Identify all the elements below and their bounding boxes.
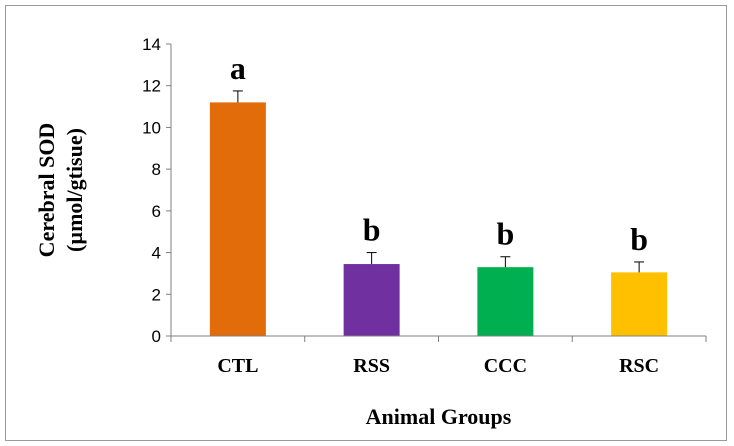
x-axis-title: Animal Groups [366,404,512,429]
y-tick-label: 8 [152,160,161,179]
significance-label-ccc: b [496,216,514,252]
bar-ctl [209,102,266,337]
significance-label-ctl: a [230,50,246,86]
bar-rsc [611,272,668,336]
y-tick-label: 2 [152,285,161,304]
y-tick-label: 4 [152,244,161,263]
x-tick-label-rss: RSS [353,355,390,377]
y-tick-label: 6 [152,202,161,221]
bar-ccc [477,267,534,336]
x-tick-label-rsc: RSC [619,355,659,377]
y-tick-label: 10 [142,118,161,137]
x-tick-label-ccc: CCC [484,355,527,377]
significance-label-rss: b [363,212,381,248]
significance-label-rsc: b [630,221,648,257]
x-tick-label-ctl: CTL [217,355,258,377]
y-axis-ticks: 0 2 4 6 8 10 12 14 [142,35,171,346]
y-axis-title-line1: Cerebral SOD [34,123,59,258]
x-axis-ticks: CTL RSS CCC RSC [170,336,707,377]
chart-frame: 0 2 4 6 8 10 12 14 a b b b CTL RSS CCC RSC Cerebral S… [5,5,727,441]
y-axis-title-line2: (µmol/gtisue) [62,128,87,252]
y-tick-label: 12 [142,77,161,96]
bar-rss [343,264,400,336]
bars: a b b b [209,50,668,337]
bar-chart: 0 2 4 6 8 10 12 14 a b b b CTL RSS CCC RSC Cerebral S… [34,35,707,429]
y-tick-label: 14 [142,35,161,54]
y-tick-label: 0 [152,327,161,346]
